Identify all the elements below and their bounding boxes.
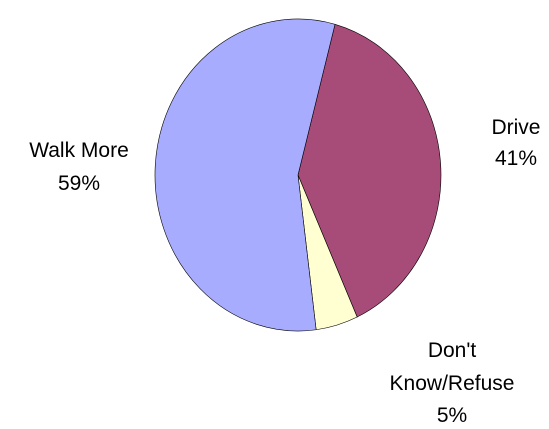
pie-slice-drive [297, 23, 442, 318]
pie-slices [154, 18, 442, 332]
label-dontknow-value: 5% [437, 404, 467, 427]
label-drive-value: 41% [495, 147, 537, 170]
pie-slice-walk-more [154, 18, 336, 332]
label-dontknow-name-line2: Know/Refuse [390, 372, 515, 395]
label-dontknow-name-line1: Don't [428, 339, 477, 362]
label-walkmore-value: 59% [58, 172, 100, 195]
label-walkmore-name: Walk More [29, 139, 129, 162]
label-drive-name: Drive [491, 116, 540, 139]
